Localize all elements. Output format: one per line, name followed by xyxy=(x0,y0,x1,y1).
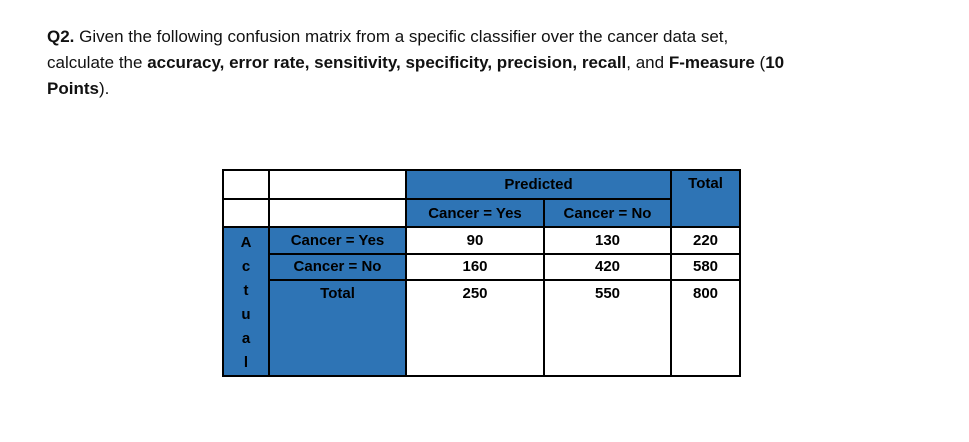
cell-total-no: 550 xyxy=(543,279,672,377)
cell-total-total: 800 xyxy=(670,279,741,377)
header-predicted: Predicted xyxy=(405,169,672,200)
question-text: Q2. Given the following confusion matrix… xyxy=(47,24,947,102)
header-predicted-yes: Cancer = Yes xyxy=(405,198,545,228)
cell-yes-total: 220 xyxy=(670,226,741,255)
header-predicted-no: Cancer = No xyxy=(543,198,672,228)
blank-corner-cell-1 xyxy=(222,169,270,200)
blank-corner-cell-2 xyxy=(268,169,407,200)
question-line-3: Points). xyxy=(47,79,110,98)
actual-letter-c: c xyxy=(241,258,251,275)
cell-no-yes: 160 xyxy=(405,252,545,282)
actual-letter-a-cap: A xyxy=(240,234,252,251)
header-total: Total xyxy=(670,169,741,228)
row-label-total: Total xyxy=(268,279,407,377)
cell-total-yes: 250 xyxy=(405,279,545,377)
actual-letter-a: a xyxy=(241,330,251,347)
actual-letter-l: l xyxy=(243,354,249,371)
cell-yes-no: 130 xyxy=(543,226,672,255)
cell-no-total: 580 xyxy=(670,252,741,282)
row-label-actual-no: Cancer = No xyxy=(268,252,407,282)
question-line-1: Q2. Given the following confusion matrix… xyxy=(47,27,729,46)
blank-corner-cell-4 xyxy=(268,198,407,228)
confusion-matrix-table: Predicted Total Cancer = Yes Cancer = No… xyxy=(222,169,741,377)
row-label-actual-yes: Cancer = Yes xyxy=(268,226,407,255)
cell-yes-yes: 90 xyxy=(405,226,545,255)
actual-letter-t: t xyxy=(243,282,249,299)
actual-letter-u: u xyxy=(241,306,251,323)
cell-no-no: 420 xyxy=(543,252,672,282)
actual-axis-label: A c t u a l xyxy=(222,226,270,377)
blank-corner-cell-3 xyxy=(222,198,270,228)
question-line-2: calculate the accuracy, error rate, sens… xyxy=(47,53,785,72)
